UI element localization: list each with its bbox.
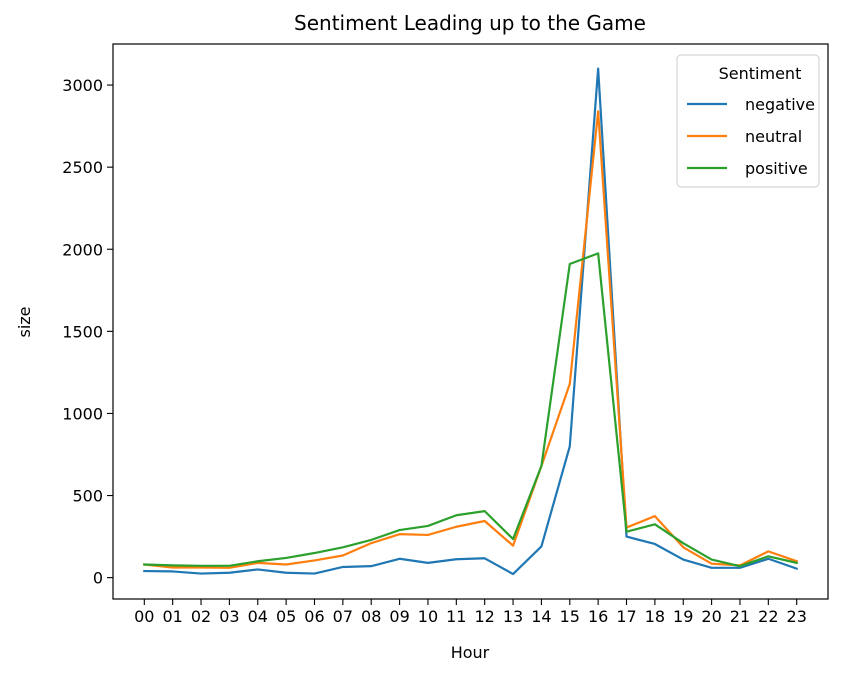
x-tick-label: 22 [758, 607, 778, 626]
legend-title: Sentiment [719, 64, 802, 83]
y-tick-label: 500 [72, 487, 103, 506]
x-tick-label: 04 [248, 607, 268, 626]
x-tick-label: 21 [730, 607, 750, 626]
x-tick-label: 17 [616, 607, 636, 626]
x-axis-label: Hour [451, 643, 490, 662]
series-layer [143, 67, 799, 576]
y-tick-label: 1500 [62, 322, 103, 341]
legend-label-positive: positive [745, 159, 808, 178]
x-tick-label: 13 [503, 607, 523, 626]
x-tick-label: 07 [333, 607, 353, 626]
legend: Sentiment negative neutral positive [676, 54, 820, 188]
y-axis: 0 500 1000 1500 2000 2500 3000 [62, 76, 113, 588]
x-tick-label: 00 [134, 607, 154, 626]
x-tick-label: 11 [446, 607, 466, 626]
x-tick-label: 10 [418, 607, 438, 626]
y-tick-label: 3000 [62, 76, 103, 95]
x-tick-label: 12 [475, 607, 495, 626]
x-tick-label: 14 [531, 607, 551, 626]
series-line-negative [143, 67, 799, 576]
x-tick-label: 16 [588, 607, 608, 626]
y-tick-label: 0 [93, 569, 103, 588]
y-tick-label: 2000 [62, 240, 103, 259]
y-axis-label: size [15, 306, 34, 337]
x-tick-label: 08 [361, 607, 381, 626]
y-tick-label: 1000 [62, 404, 103, 423]
x-tick-label: 15 [560, 607, 580, 626]
legend-label-negative: negative [745, 95, 815, 114]
series-line-positive [143, 252, 799, 568]
legend-label-neutral: neutral [745, 127, 802, 146]
x-tick-label: 05 [276, 607, 296, 626]
x-tick-label: 01 [162, 607, 182, 626]
x-tick-label: 23 [787, 607, 807, 626]
x-tick-label: 02 [191, 607, 211, 626]
legend-items: negative neutral positive [687, 95, 815, 178]
legend-box [676, 54, 820, 188]
x-tick-label: 20 [701, 607, 721, 626]
x-tick-label: 19 [673, 607, 693, 626]
chart-title: Sentiment Leading up to the Game [294, 11, 646, 35]
x-tick-label: 18 [645, 607, 665, 626]
y-tick-label: 2500 [62, 158, 103, 177]
series-line-neutral [143, 110, 799, 569]
plot-frame [112, 43, 829, 600]
x-tick-label: 03 [219, 607, 239, 626]
x-tick-label: 09 [389, 607, 409, 626]
x-tick-label: 06 [304, 607, 324, 626]
x-axis: 00 01 02 03 04 05 06 07 08 09 10 11 12 13 14 15 16 17 18 19… [134, 599, 807, 626]
